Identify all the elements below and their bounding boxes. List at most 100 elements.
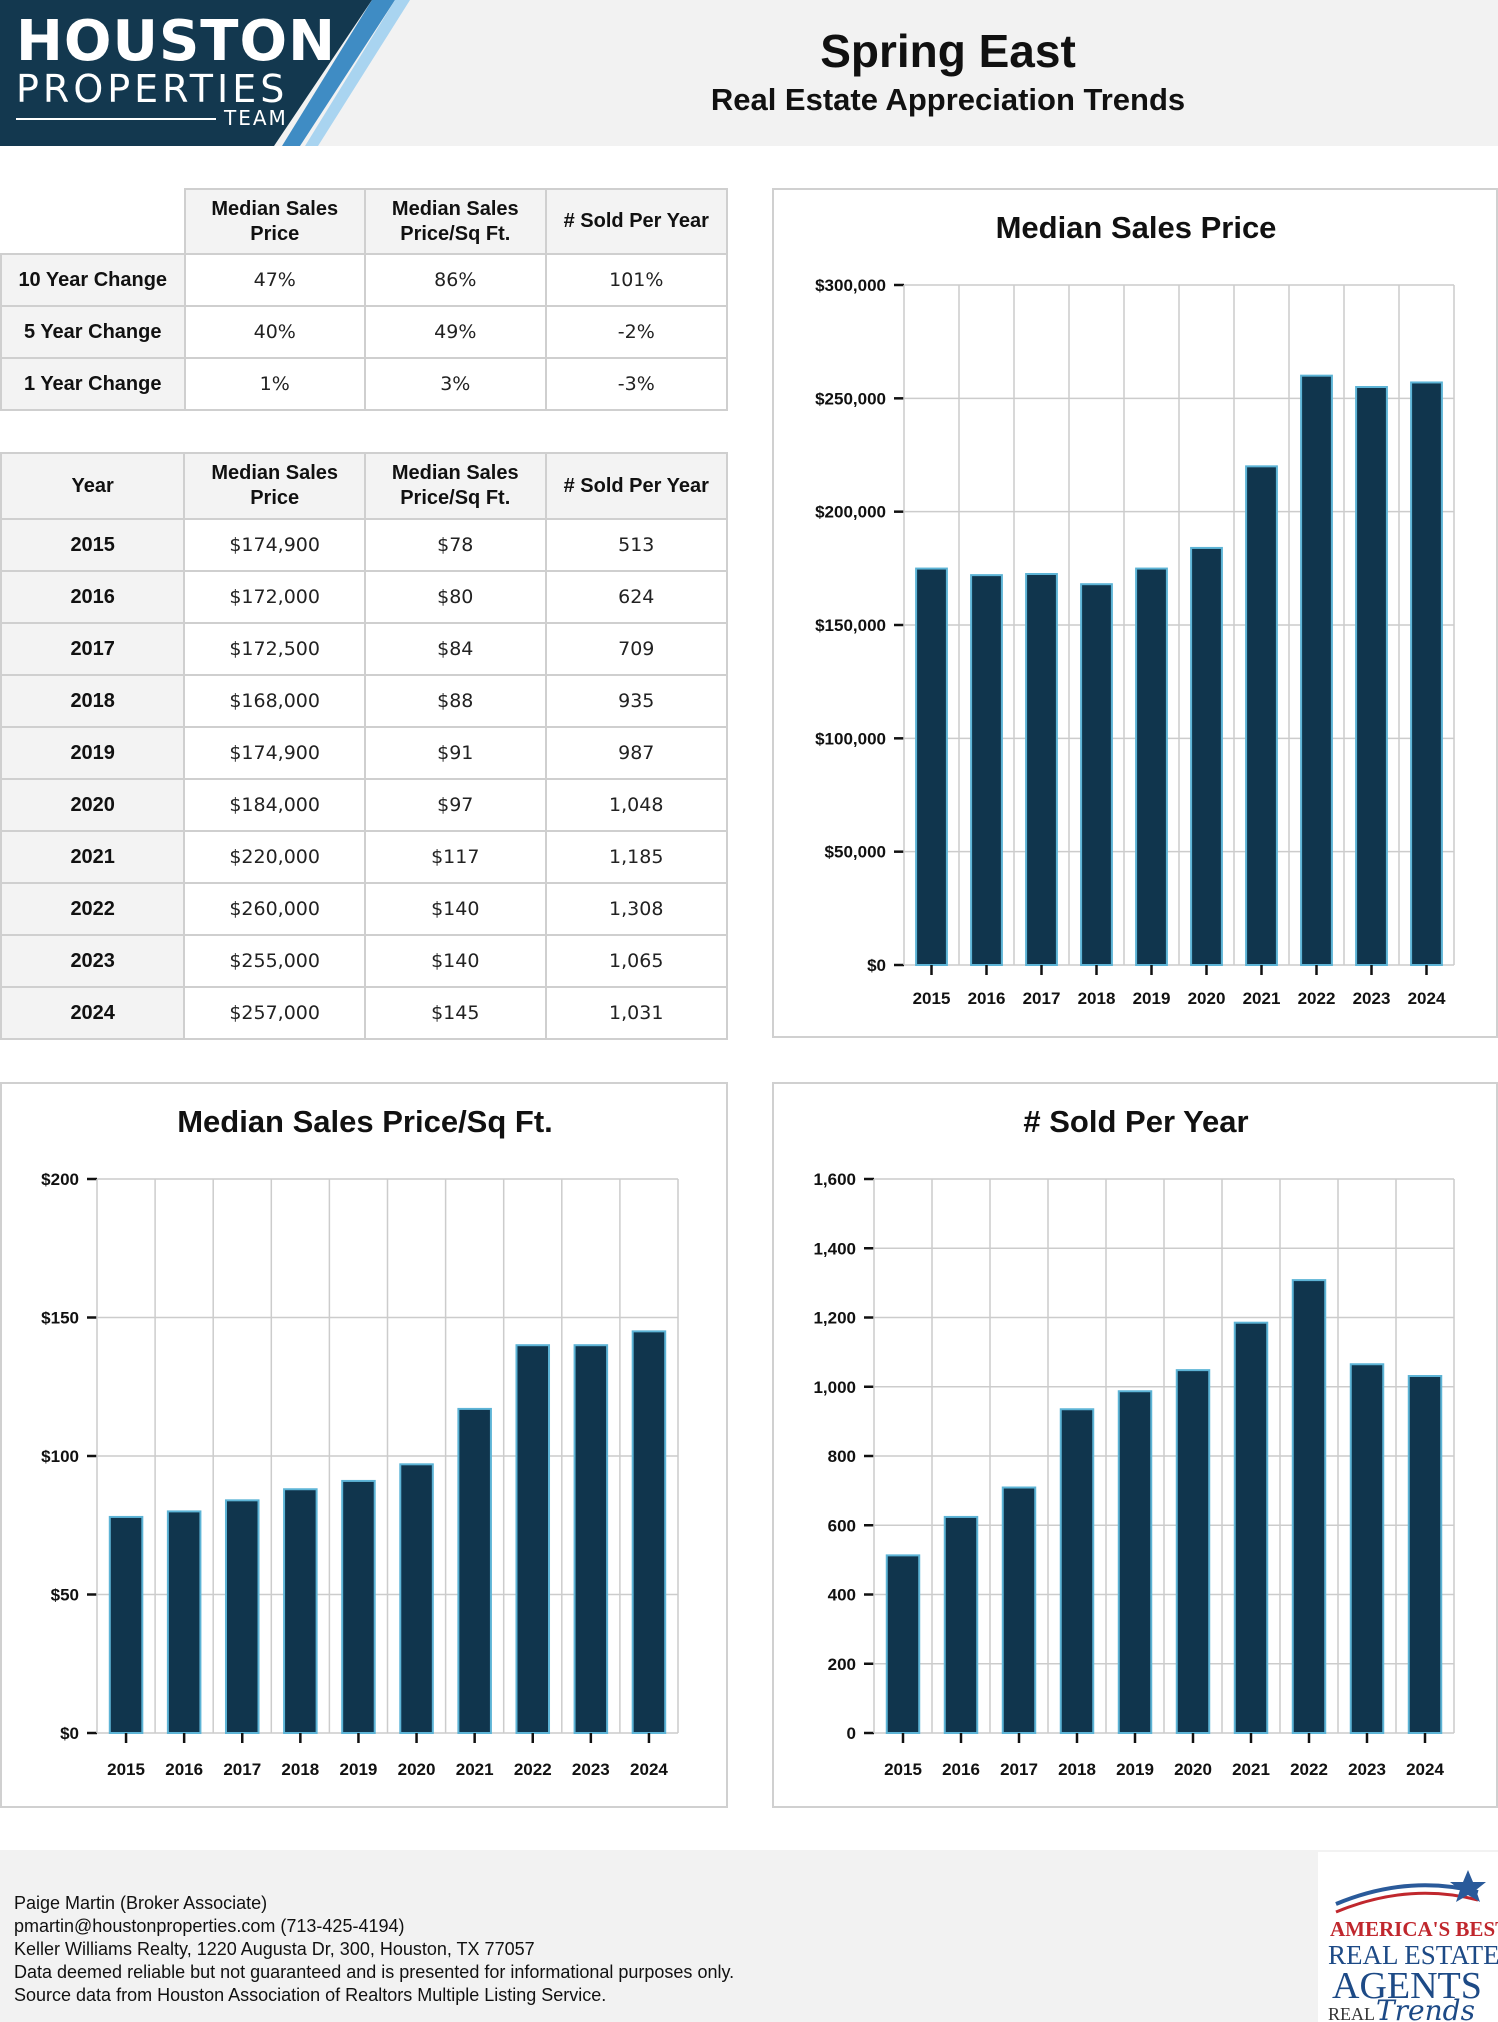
price-per-sqft-chart: Median Sales Price/Sq Ft. $0 $50 $100 $150 $2…: [41, 1104, 679, 1779]
y-tick-label: 1,600: [813, 1170, 856, 1189]
x-tick-label: 2020: [1188, 989, 1226, 1008]
bar: [341, 1479, 376, 1734]
bar: [108, 1515, 144, 1734]
table-cell: 987: [544, 726, 729, 780]
bar: [1190, 546, 1223, 966]
badge-line-5: Trends: [1376, 1994, 1475, 2022]
table-row: 2024 $257,000 $145 1,031: [0, 986, 729, 1040]
badge-graphic: AMERICA'S BEST REAL ESTATE AGENTS REAL T…: [1328, 1870, 1498, 2022]
table-cell: $117: [363, 830, 547, 884]
table-row: 2021 $220,000 $117 1,185: [0, 830, 729, 884]
year-col-header: Year: [0, 452, 186, 520]
x-tick-label: 2020: [398, 1760, 436, 1779]
change-col-header: # Sold Per Year: [544, 188, 729, 255]
x-tick-label: 2023: [1348, 1760, 1386, 1779]
y-tick-label: $200,000: [815, 503, 886, 522]
table-cell: $80: [363, 570, 547, 624]
row-year: 2018: [0, 674, 186, 728]
table-cell: 1,185: [544, 830, 729, 884]
bar: [1245, 465, 1278, 966]
x-tick-label: 2021: [1243, 989, 1281, 1008]
data-source: Source data from Houston Association of …: [14, 1985, 607, 2005]
y-tick-label: $250,000: [815, 389, 886, 408]
table-row: 2016 $172,000 $80 624: [0, 570, 729, 624]
x-tick-label: 2015: [884, 1760, 922, 1779]
page-header: HOUSTON PROPERTIES TEAM Spring East Real…: [0, 0, 1498, 146]
page-subtitle: Real Estate Appreciation Trends: [710, 82, 1186, 117]
brand-logo: HOUSTON PROPERTIES TEAM: [0, 0, 410, 146]
y-tick-label: $100,000: [815, 729, 886, 748]
footer-contact: Paige Martin (Broker Associate) pmartin@…: [14, 1892, 734, 2007]
bar: [399, 1463, 434, 1734]
americas-best-agents-badge: AMERICA'S BEST REAL ESTATE AGENTS REAL T…: [1318, 1852, 1498, 2022]
row-year: 2020: [0, 778, 186, 832]
table-row: 2020 $184,000 $97 1,048: [0, 778, 729, 832]
change-table: Median Sales Price Median Sales Price/Sq…: [0, 188, 729, 411]
bar: [1117, 1390, 1153, 1734]
x-tick-label: 2018: [1078, 989, 1116, 1008]
chart-panel-price-per-sqft: Median Sales Price/Sq Ft. $0 $50 $100 $150 $2…: [0, 1082, 728, 1808]
median-sales-price-chart: Median Sales Price $0 $50,000 $100,000 $150,…: [815, 210, 1455, 1008]
table-cell: $168,000: [183, 674, 366, 728]
table-cell: $220,000: [183, 830, 366, 884]
table-cell: $88: [363, 674, 547, 728]
bar: [1135, 567, 1168, 966]
table-cell: $84: [363, 622, 547, 676]
table-cell: 513: [544, 518, 729, 572]
change-col-header: Median Sales Price/Sq Ft.: [364, 188, 547, 255]
bar: [943, 1515, 979, 1734]
change-table-corner: [1, 189, 186, 255]
year-table: Year Median Sales Price Median Sales Pri…: [0, 452, 729, 1040]
x-tick-label: 2015: [913, 989, 951, 1008]
row-label: 1 Year Change: [0, 357, 186, 411]
row-year: 2023: [0, 934, 186, 988]
y-tick-label: $300,000: [815, 276, 886, 295]
table-cell: 49%: [364, 305, 547, 359]
row-year: 2015: [0, 518, 186, 572]
bar: [1355, 386, 1388, 966]
y-tick-label: 400: [828, 1586, 856, 1605]
badge-line-1: AMERICA'S BEST: [1330, 1917, 1498, 1941]
y-tick-label: $50,000: [825, 843, 886, 862]
table-cell: $140: [363, 882, 547, 936]
y-tick-label: $0: [60, 1724, 79, 1743]
x-tick-label: 2024: [1408, 989, 1446, 1008]
table-cell: 1%: [183, 357, 366, 411]
bar: [1175, 1369, 1211, 1734]
table-cell: 1,031: [544, 986, 729, 1040]
table-cell: 101%: [544, 253, 729, 307]
x-tick-label: 2016: [942, 1760, 980, 1779]
y-tick-label: $0: [867, 956, 886, 975]
page-title: Spring East: [820, 25, 1076, 77]
y-tick-label: 1,400: [813, 1239, 856, 1258]
row-label: 10 Year Change: [0, 253, 186, 307]
table-cell: $184,000: [183, 778, 366, 832]
bar: [885, 1554, 921, 1734]
logo-line-team: TEAM: [224, 106, 288, 130]
chart-title: # Sold Per Year: [1023, 1104, 1248, 1139]
year-col-header: # Sold Per Year: [544, 452, 729, 520]
chart-title: Median Sales Price/Sq Ft.: [177, 1104, 553, 1139]
table-cell: $174,900: [183, 726, 366, 780]
row-label: 5 Year Change: [0, 305, 186, 359]
x-tick-label: 2020: [1174, 1760, 1212, 1779]
table-cell: 40%: [183, 305, 366, 359]
badge-line-2: REAL ESTATE: [1328, 1940, 1498, 1970]
table-cell: $255,000: [183, 934, 366, 988]
y-tick-label: $200: [41, 1170, 79, 1189]
bar: [1300, 374, 1333, 966]
table-row: 2019 $174,900 $91 987: [0, 726, 729, 780]
bar: [631, 1330, 667, 1734]
y-tick-label: $150: [41, 1309, 79, 1328]
year-table-header-row: Year Median Sales Price Median Sales Pri…: [0, 452, 729, 520]
table-row: 2023 $255,000 $140 1,065: [0, 934, 729, 988]
table-row: 10 Year Change 47% 86% 101%: [0, 253, 729, 307]
bar: [515, 1344, 551, 1734]
row-year: 2021: [0, 830, 186, 884]
x-tick-label: 2022: [1298, 989, 1336, 1008]
chart-title: Median Sales Price: [996, 210, 1277, 245]
row-year: 2016: [0, 570, 186, 624]
table-cell: 624: [544, 570, 729, 624]
x-tick-label: 2023: [572, 1760, 610, 1779]
sold-per-year-chart: # Sold Per Year 0 200 400 600 800 1,000 1,200 1,…: [813, 1104, 1455, 1779]
